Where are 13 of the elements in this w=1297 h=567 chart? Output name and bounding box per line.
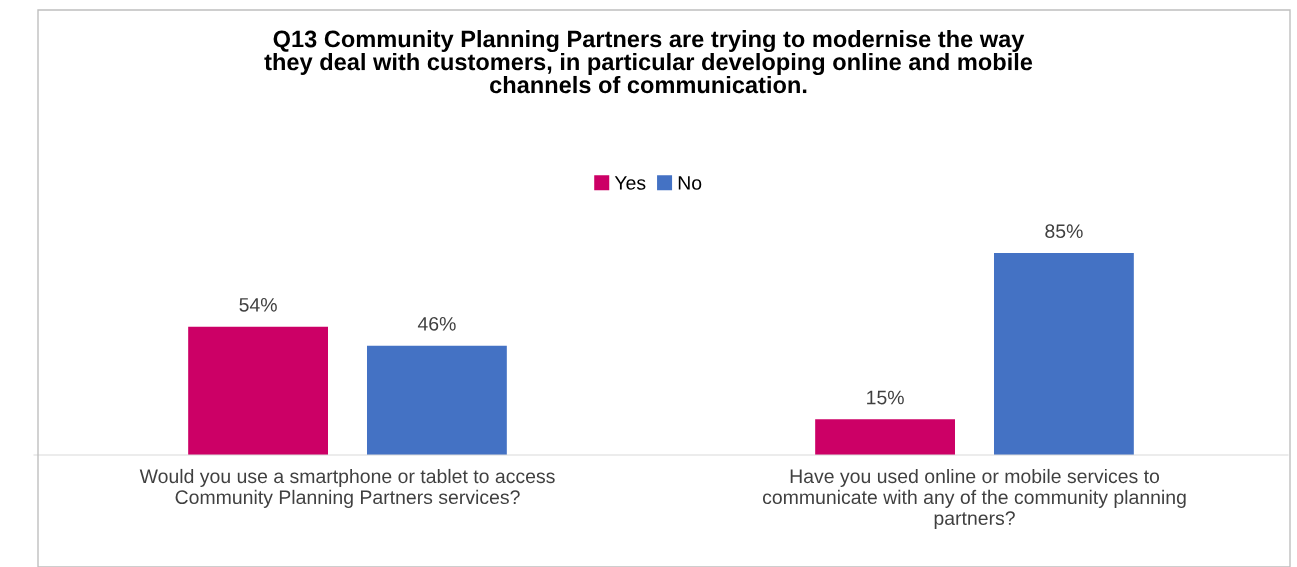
x-tick-label: Would you use a smartphone or tablet to access Community Planning Partners services? [139, 468, 555, 508]
data-label: 54% [239, 298, 277, 312]
chart-title: Q13 Community Planning Partners are trying to modernise the way they deal with customers, in particular developing online and mobile channels of communication. [264, 30, 1033, 94]
data-label: 85% [1045, 224, 1083, 239]
x-tick-label: Have you used online or mobile services to communicate with any of the community planning partners? [762, 468, 1186, 529]
bar [994, 253, 1134, 455]
bar [188, 326, 328, 455]
data-label: 15% [867, 390, 904, 405]
bar [367, 345, 507, 455]
data-label: 46% [417, 316, 456, 331]
legend-label: No [678, 176, 702, 190]
legend-label: Yes [614, 176, 646, 190]
bar [815, 419, 955, 455]
